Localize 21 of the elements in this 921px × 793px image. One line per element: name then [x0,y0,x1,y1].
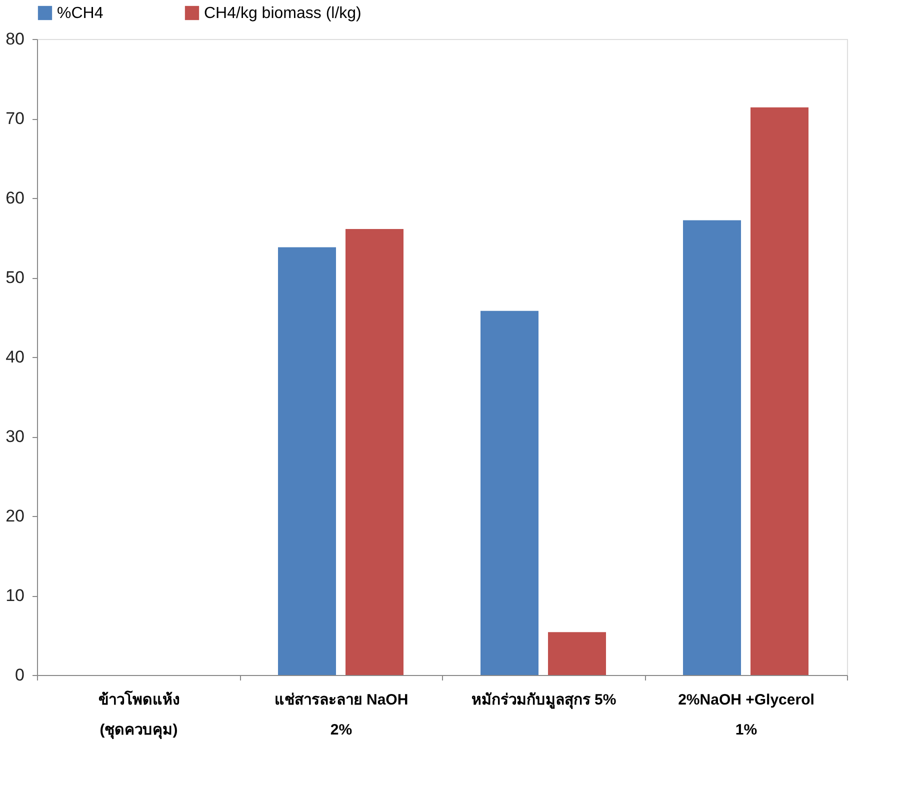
bar [278,247,336,675]
x-tick-label: ข้าวโพดแห้ง (ชุดควบคุม) [98,690,180,740]
bar [750,107,808,675]
y-tick-label: 20 [6,506,24,526]
x-tick-label: หมักร่วมกับมูลสุกร 5% [471,692,616,710]
legend-label: CH4/kg biomass (l/kg) [204,5,362,22]
y-tick-label: 60 [6,188,24,208]
legend-label: %CH4 [57,5,104,22]
y-tick-label: 30 [6,427,24,446]
bar [548,632,606,675]
bar [346,229,404,675]
x-tick-label: แช่สารละลาย NaOH 2% [274,692,408,738]
bar [683,220,741,675]
y-tick-label: 50 [6,268,24,287]
y-tick-label: 10 [6,586,24,605]
x-tick-label: 2%NaOH +Glycerol 1% [678,692,814,738]
y-tick-label: 70 [6,109,24,128]
bar [480,310,538,675]
y-tick-label: 40 [6,348,24,366]
y-tick-label: 80 [6,30,24,48]
y-tick-label: 0 [15,666,24,684]
